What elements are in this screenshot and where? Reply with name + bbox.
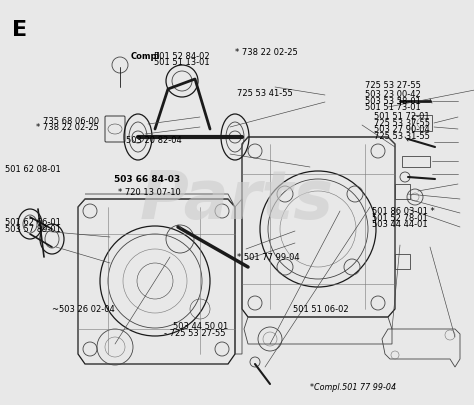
Text: 501 52 84-02: 501 52 84-02	[154, 52, 210, 61]
Text: ~503 26 02-04: ~503 26 02-04	[52, 305, 115, 313]
Text: 501 51 13-01: 501 51 13-01	[154, 58, 210, 67]
Text: 503 20 82-04: 503 20 82-04	[126, 136, 182, 145]
Text: 725 53 41-55: 725 53 41-55	[237, 88, 293, 97]
Text: 501 86 03-01 *: 501 86 03-01 *	[372, 207, 435, 215]
Text: 735 68 06-00: 735 68 06-00	[43, 117, 99, 126]
Text: 501 62 66-01: 501 62 66-01	[5, 218, 61, 227]
Text: 501 62 08-01: 501 62 08-01	[5, 164, 61, 173]
Text: *Compl.501 77 99-04: *Compl.501 77 99-04	[310, 382, 396, 391]
Text: 725 53 37-55: 725 53 37-55	[374, 118, 430, 127]
Text: 725 53 27-55: 725 53 27-55	[365, 81, 421, 90]
Text: * 738 22 02-25: * 738 22 02-25	[36, 123, 98, 132]
Text: 503 27 90-04: 503 27 90-04	[374, 125, 430, 134]
Text: Parts: Parts	[140, 166, 334, 232]
Text: 725 53 31-55: 725 53 31-55	[374, 131, 430, 140]
Text: 501 51 06-02: 501 51 06-02	[293, 305, 348, 313]
Text: - 725 53 27-55: - 725 53 27-55	[164, 328, 225, 337]
Text: 503 66 84-03: 503 66 84-03	[114, 174, 180, 183]
Text: 501 51 72-01: 501 51 72-01	[374, 112, 430, 121]
Text: 503 53 58-01: 503 53 58-01	[365, 96, 421, 105]
Text: * 738 22 02-25: * 738 22 02-25	[235, 48, 297, 57]
Text: Compl.: Compl.	[130, 52, 163, 61]
Text: 503 44 44-01: 503 44 44-01	[372, 220, 428, 228]
Text: * 501 77 99-04: * 501 77 99-04	[237, 252, 300, 261]
Text: 501 52 78-01: 501 52 78-01	[372, 213, 428, 222]
Text: 503 44 50 01: 503 44 50 01	[173, 321, 228, 330]
Text: 503 57 89-01: 503 57 89-01	[5, 224, 61, 233]
Text: E: E	[12, 20, 27, 40]
Text: 501 51 73-01: 501 51 73-01	[365, 103, 421, 112]
Text: * 720 13 07-10: * 720 13 07-10	[118, 187, 180, 196]
Text: 503 23 00-42: 503 23 00-42	[365, 90, 421, 99]
